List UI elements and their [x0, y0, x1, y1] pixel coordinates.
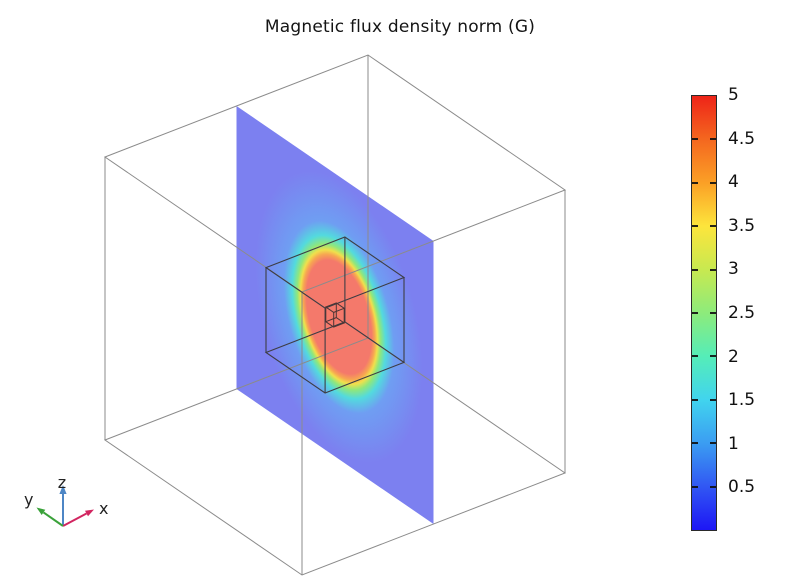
colorbar-ticks — [692, 96, 716, 530]
colorbar: 5 4.5 4 3.5 3 2.5 2 1.5 1 0.5 — [691, 85, 755, 531]
colorbar-tick-label: 5 — [728, 85, 739, 105]
colorbar-tick — [710, 181, 716, 184]
colorbar-tick-label: 1 — [728, 433, 739, 454]
colorbar-tick-label: 2 — [728, 346, 739, 367]
colorbar-tick — [692, 355, 698, 358]
colorbar-tick-label: 2.5 — [728, 303, 756, 323]
slice-plane — [236, 106, 434, 524]
colorbar-tick — [692, 181, 698, 184]
colorbar-tick — [692, 268, 698, 271]
x-axis-arrow — [62, 512, 87, 527]
colorbar-tick-label: 3.5 — [728, 215, 756, 236]
colorbar-tick — [692, 138, 698, 141]
colorbar-tick-label: 4.5 — [728, 128, 756, 149]
colorbar-tick — [710, 442, 716, 445]
inner-box-wireframe — [264, 236, 406, 394]
colorbar-tick — [692, 442, 698, 445]
z-axis-label: z — [58, 473, 66, 492]
x-axis-label: x — [99, 499, 108, 518]
colorbar-tick — [710, 312, 716, 314]
colorbar-tick — [692, 312, 698, 314]
x-axis-arrowhead-icon — [85, 509, 94, 517]
colorbar-tick-label: 3 — [728, 259, 739, 280]
colorbar-tick — [710, 398, 716, 401]
colorbar-tick — [692, 398, 698, 401]
colorbar-tick-label: 0.5 — [728, 477, 756, 498]
colorbar-tick — [692, 485, 698, 488]
colorbar-tick — [710, 485, 716, 488]
colorbar-labels: 5 4.5 4 3.5 3 2.5 2 1.5 1 0.5 — [728, 85, 788, 531]
axis-triad: z x y — [24, 473, 108, 527]
colorbar-tick-label: 4 — [728, 172, 739, 193]
plot-title: Magnetic flux density norm (G) — [264, 17, 536, 37]
y-axis-arrowhead-icon — [36, 507, 46, 515]
colorbar-tick — [710, 138, 716, 141]
flux-hotspot — [255, 171, 423, 463]
colorbar-tick — [710, 225, 716, 228]
colorbar-tick-label: 1.5 — [728, 390, 756, 411]
z-axis-arrowhead-icon — [59, 485, 67, 494]
y-axis-arrow — [42, 511, 64, 527]
colorbar-tick — [710, 355, 716, 358]
y-axis-label: y — [24, 490, 33, 509]
outer-box-wireframe — [103, 54, 567, 576]
magnet-wireframe — [324, 302, 346, 328]
colorbar-tick — [710, 268, 716, 271]
colorbar-tick — [692, 225, 698, 228]
